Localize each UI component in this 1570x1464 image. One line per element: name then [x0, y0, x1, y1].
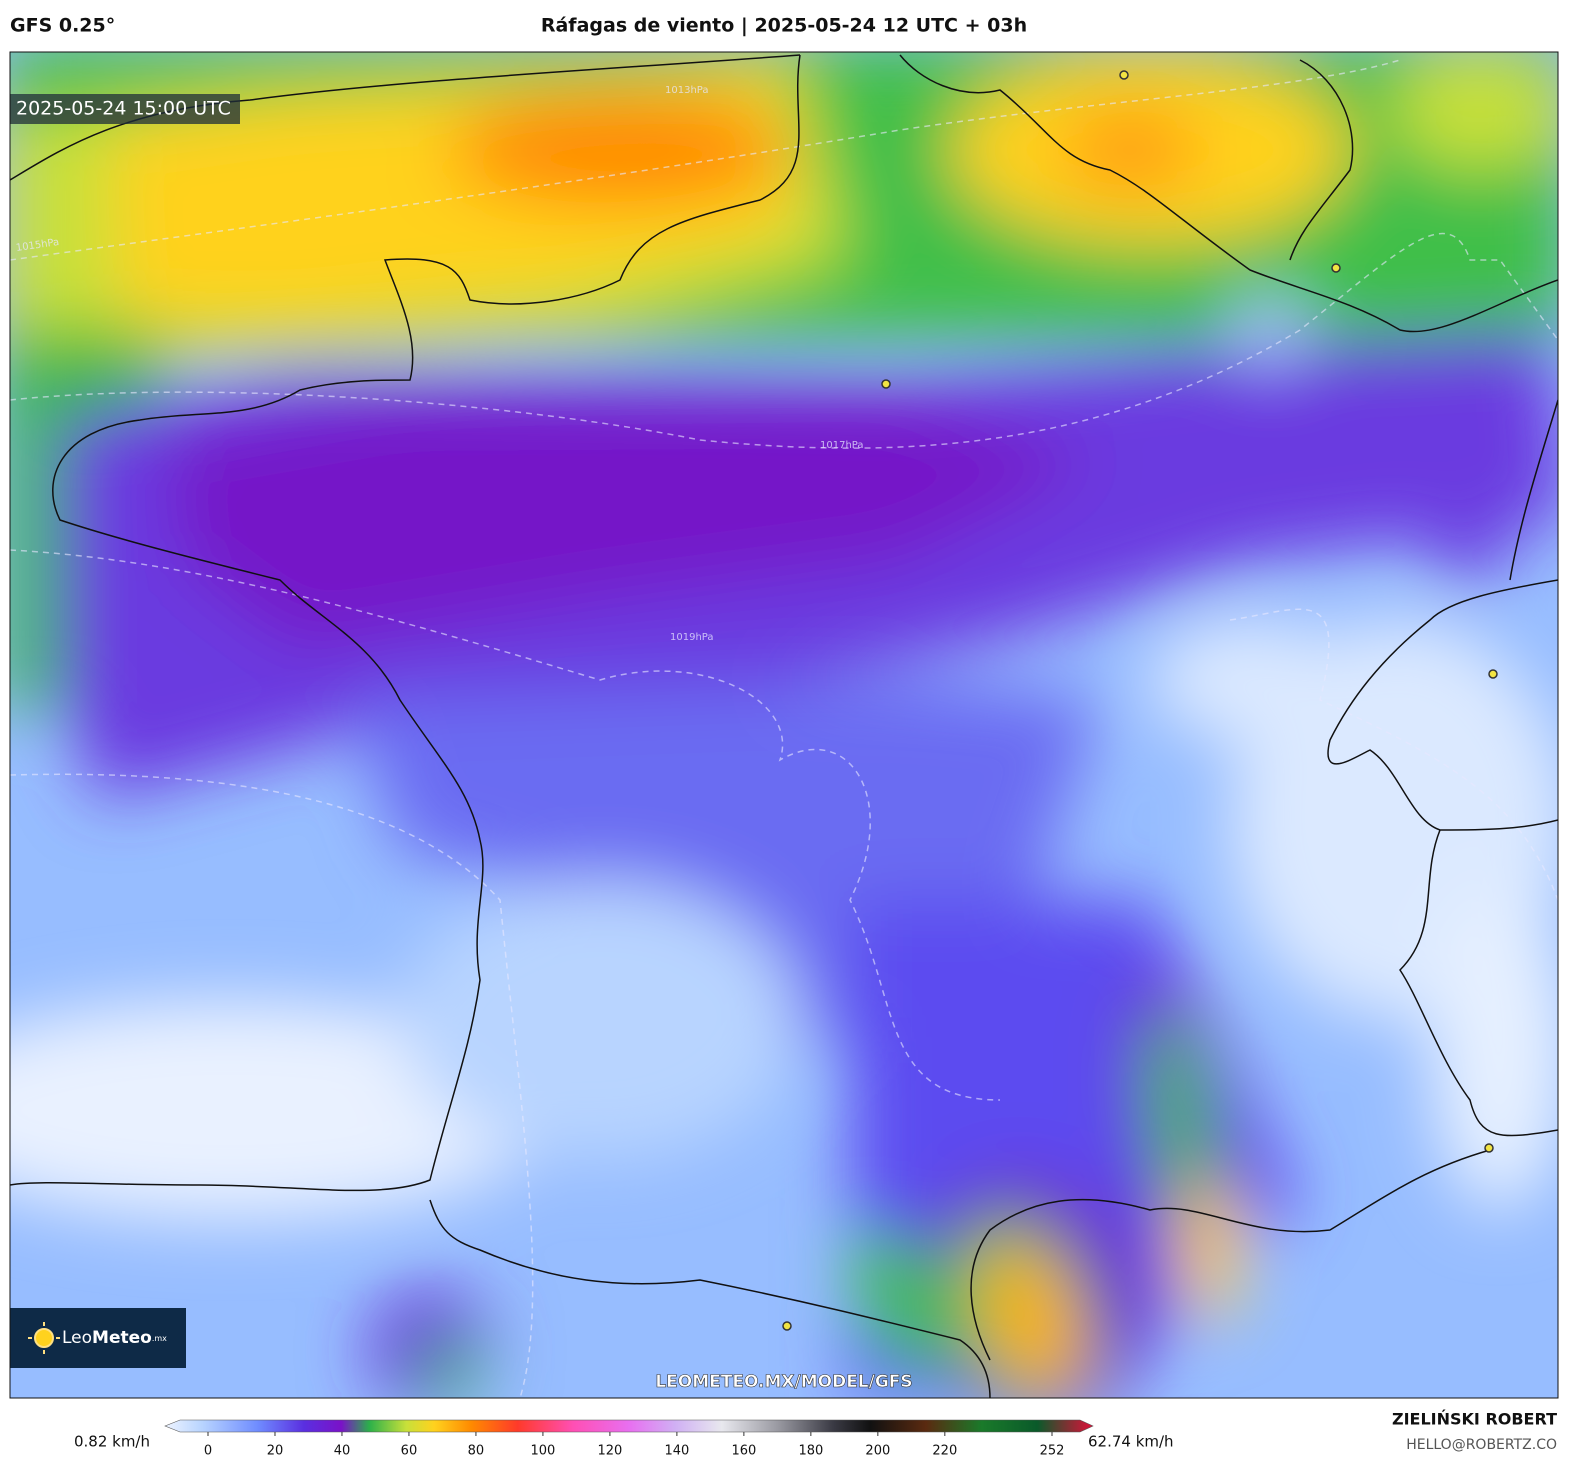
coastlines [10, 54, 1558, 1398]
map-shape [1180, 1180, 1240, 1320]
isobar-label: 1019hPa [670, 632, 714, 643]
colorbar [164, 1419, 1094, 1433]
map-shape [10, 773, 534, 1398]
map-shape [1119, 70, 1129, 80]
colorbar-tick-label: 200 [865, 1444, 890, 1459]
map-shape [1230, 295, 1310, 365]
map: 1013hPa 1015hPa 1017hPa 1019hPa 2025-05-… [10, 52, 1558, 1398]
colorbar-tick-label: 160 [731, 1444, 756, 1459]
map-shape [970, 1149, 1491, 1361]
map-shape [1390, 52, 1558, 170]
map-shape [10, 54, 801, 181]
map-shape [1150, 620, 1350, 740]
map-shape [979, 1243, 1081, 1397]
map-shape [10, 232, 1558, 449]
min-label: 0.82 km/h [74, 1433, 150, 1451]
map-frame [9, 51, 1559, 1399]
map-shape [782, 1321, 792, 1331]
map-shape [881, 379, 891, 389]
map-shape [429, 1199, 991, 1398]
isobars [10, 59, 1558, 1398]
map-shape [10, 549, 1001, 1101]
map-shape [1060, 110, 1200, 190]
colorbar-tick-label: 120 [597, 1444, 622, 1459]
colorbar-tick-label: 220 [932, 1444, 957, 1459]
wind-field [10, 52, 1558, 1398]
logo-name: Leo [62, 1328, 92, 1348]
map-title: Ráfagas de viento | 2025-05-24 12 UTC + … [541, 15, 1027, 37]
map-shape [1399, 829, 1558, 1137]
map-shape [1229, 608, 1558, 901]
colorbar-tick-label: 80 [468, 1444, 485, 1459]
map-shape [420, 1340, 480, 1398]
map-shape [10, 59, 1401, 261]
map-shape [34, 1328, 54, 1348]
map-shape [170, 400, 1100, 650]
map-shape [450, 95, 790, 205]
map-shape [1327, 579, 1558, 831]
colorbar-tick-label: 140 [664, 1444, 689, 1459]
logo-name-bold: Meteo [92, 1328, 152, 1348]
credit-email: HELLO@ROBERTZ.CO [1406, 1437, 1557, 1453]
map-shape [1289, 59, 1354, 261]
colorbar-tick-label: 60 [401, 1444, 418, 1459]
logo-text: LeoMeteo.mx [62, 1328, 167, 1348]
map-shape [1148, 1011, 1212, 1229]
map-shape [850, 1225, 950, 1375]
colorbar-tick-label: 20 [267, 1444, 284, 1459]
map-shape [10, 54, 801, 1192]
model-name: GFS 0.25° [10, 15, 115, 37]
map-shape [400, 880, 800, 1160]
colorbar-tick-label: 100 [531, 1444, 556, 1459]
colorbar-ticks: 0 20 40 60 80 100 120 140 160 180 200 220 252 [204, 1432, 1065, 1459]
credit-name: ZIELIŃSKI ROBERT [1392, 1410, 1557, 1429]
colorbar-tick-label: 180 [798, 1444, 823, 1459]
city-markers [782, 70, 1498, 1331]
logo-suffix: .mx [152, 1334, 167, 1343]
map-shape [1488, 669, 1498, 679]
timestamp: 2025-05-24 15:00 UTC [16, 98, 231, 120]
map-shape [1430, 890, 1558, 1210]
isobar-label: 1017hPa [820, 440, 864, 451]
map-shape [1430, 520, 1510, 580]
colorbar-tick-label: 0 [204, 1444, 212, 1459]
watermark: LEOMETEO.MX/MODEL/GFS [655, 1372, 912, 1392]
map-shape [1331, 263, 1341, 273]
timestamp-box [10, 94, 240, 124]
max-label: 62.74 km/h [1088, 1433, 1174, 1451]
isobar-label: 1013hPa [665, 85, 709, 96]
map-shape [899, 54, 1558, 333]
colorbar-tick-label: 252 [1040, 1444, 1065, 1459]
map-shape [1509, 399, 1558, 581]
colorbar-tick-label: 40 [334, 1444, 351, 1459]
logo-sun [28, 1322, 60, 1354]
map-shape [1484, 1143, 1494, 1153]
